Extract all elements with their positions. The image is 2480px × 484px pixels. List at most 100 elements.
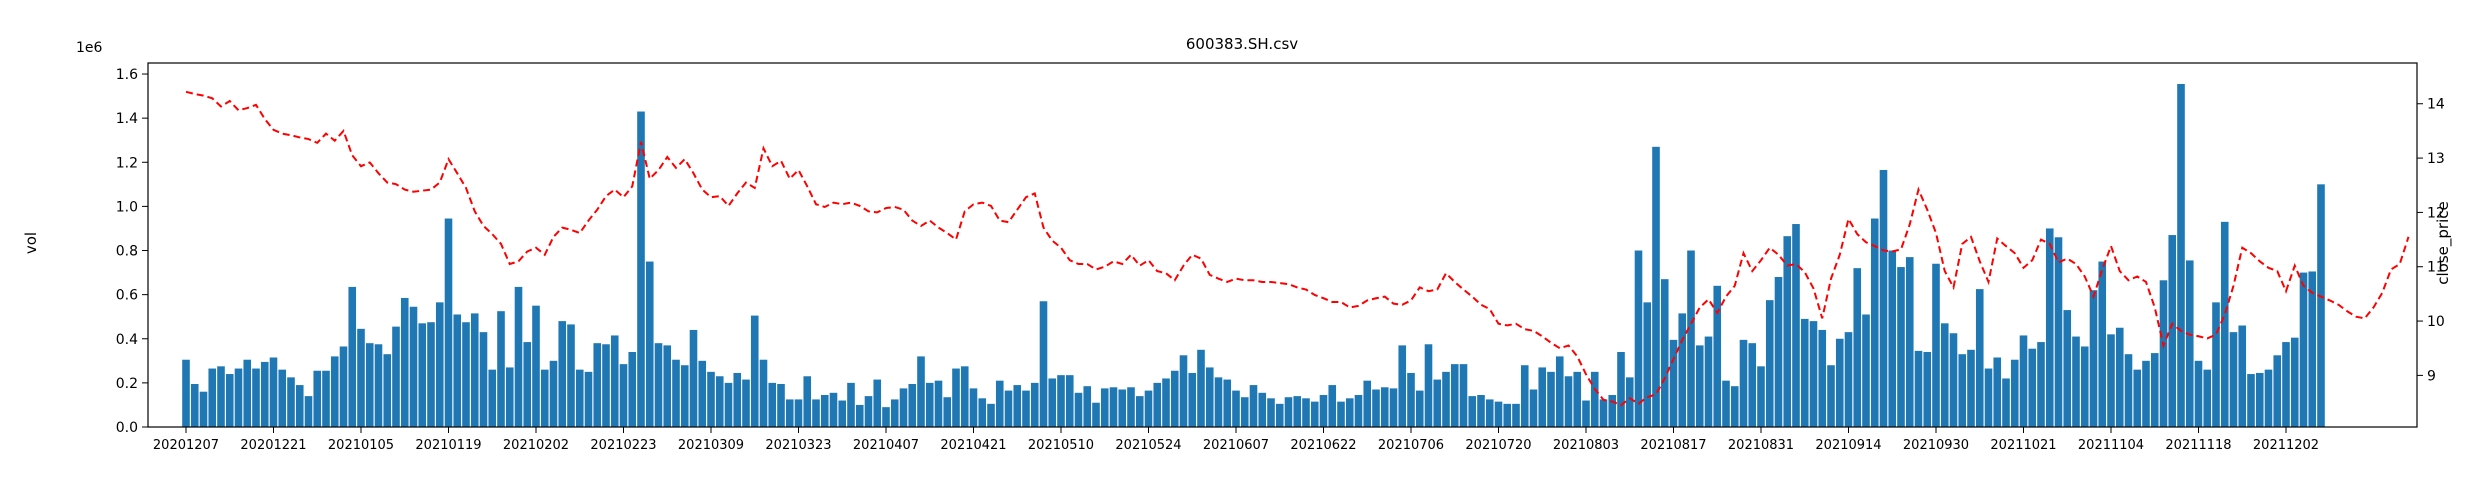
volume-bar	[742, 379, 750, 427]
volume-bar	[392, 326, 400, 427]
volume-bar	[409, 306, 418, 427]
volume-bar	[1188, 372, 1197, 427]
volume-bar	[558, 321, 567, 427]
volume-bar	[304, 396, 313, 427]
x-tick-label: 20211021	[1990, 438, 2056, 453]
volume-bar	[934, 380, 943, 427]
volume-bar	[1022, 390, 1030, 427]
volume-bar	[1214, 377, 1223, 427]
volume-bar	[400, 297, 409, 427]
volume-bar	[1503, 403, 1512, 427]
volume-bar	[1030, 382, 1039, 427]
x-tick-label: 20210223	[590, 438, 656, 453]
volume-bar	[2212, 302, 2220, 427]
volume-bar	[1984, 368, 1993, 427]
x-tick-label: 20210407	[853, 438, 919, 453]
volume-bar	[287, 377, 295, 427]
volume-bar	[190, 383, 199, 427]
y-left-tick-label: 0.4	[116, 332, 138, 348]
volume-bar	[1608, 395, 1617, 427]
volume-bar	[497, 311, 505, 427]
volume-bar	[532, 305, 540, 427]
x-tick-label: 20211104	[2078, 438, 2144, 453]
volume-bar	[2133, 369, 2142, 427]
volume-bar	[1687, 250, 1695, 427]
volume-bar	[619, 364, 628, 427]
volume-bar	[1398, 345, 1407, 427]
volume-bar	[1153, 382, 1162, 427]
volume-bar	[2177, 83, 2185, 428]
volume-bar	[1048, 378, 1057, 427]
volume-bar	[1652, 146, 1660, 427]
volume-bar	[2247, 374, 2255, 427]
volume-bar	[1249, 385, 1258, 427]
volume-bar	[2142, 360, 2150, 427]
volume-bar	[427, 322, 435, 427]
volume-bar	[1870, 218, 1879, 427]
volume-bar	[1844, 332, 1853, 427]
volume-bar	[2072, 336, 2080, 427]
volume-bar	[864, 396, 873, 427]
x-tick-label: 20201221	[240, 438, 306, 453]
volume-bar	[689, 329, 698, 427]
x-tick-label: 20210202	[503, 438, 569, 453]
y-right-tick-label: 10	[2427, 314, 2445, 330]
volume-bar	[217, 366, 225, 427]
volume-bar	[1232, 390, 1240, 427]
volume-bar	[1669, 339, 1678, 427]
y-left-tick-label: 1.2	[116, 155, 138, 171]
volume-bar	[1800, 318, 1809, 427]
x-tick-label: 20210622	[1290, 438, 1356, 453]
volume-bar	[2264, 369, 2273, 427]
volume-bar	[252, 368, 260, 427]
volume-bar	[1240, 397, 1249, 427]
volume-bar	[829, 392, 838, 427]
volume-bar	[1468, 396, 1477, 427]
volume-bar	[1065, 375, 1074, 427]
volume-bar	[182, 359, 190, 427]
volume-bar	[514, 286, 523, 427]
x-tick-label: 20210803	[1553, 438, 1619, 453]
volume-bar	[1179, 355, 1188, 427]
volume-bar	[1634, 250, 1643, 427]
volume-bar	[1512, 403, 1520, 427]
volume-bar	[2124, 354, 2133, 427]
x-tick-label: 20210421	[940, 438, 1006, 453]
volume-bar	[2107, 334, 2115, 427]
volume-bar	[917, 356, 925, 427]
volume-bar	[1118, 389, 1127, 427]
volume-bar	[715, 376, 724, 427]
volume-bar	[1328, 385, 1337, 427]
volume-bar	[663, 345, 672, 427]
volume-bar	[2045, 228, 2054, 427]
volume-bar	[995, 380, 1004, 427]
volume-bar	[785, 399, 794, 427]
volume-bar	[899, 388, 908, 427]
volume-bar	[2037, 342, 2045, 427]
volume-bar	[1888, 250, 1897, 427]
volume-bar	[1739, 339, 1748, 427]
x-tick-label: 20210105	[328, 438, 394, 453]
volume-bar	[1897, 267, 1905, 427]
volume-bar	[882, 407, 890, 427]
volume-bar	[1302, 398, 1310, 427]
volume-bar	[1345, 398, 1354, 427]
y-axis-multiplier: 1e6	[76, 40, 103, 56]
volume-bar	[269, 357, 278, 427]
volume-bar	[2238, 325, 2247, 427]
volume-bar	[1494, 401, 1503, 427]
volume-bar	[1258, 392, 1267, 427]
volume-bar	[584, 371, 593, 427]
volume-bar	[952, 368, 960, 427]
volume-bar	[418, 323, 427, 427]
volume-bar	[1582, 400, 1590, 427]
volume-bar	[1827, 365, 1835, 427]
volume-bar	[1713, 285, 1722, 427]
x-tick-label: 20211118	[2165, 438, 2231, 453]
volume-bar	[2098, 261, 2107, 427]
volume-bar	[960, 366, 969, 427]
volume-bar	[2308, 271, 2317, 427]
volume-bar	[1722, 380, 1730, 427]
volume-bar	[733, 372, 742, 427]
